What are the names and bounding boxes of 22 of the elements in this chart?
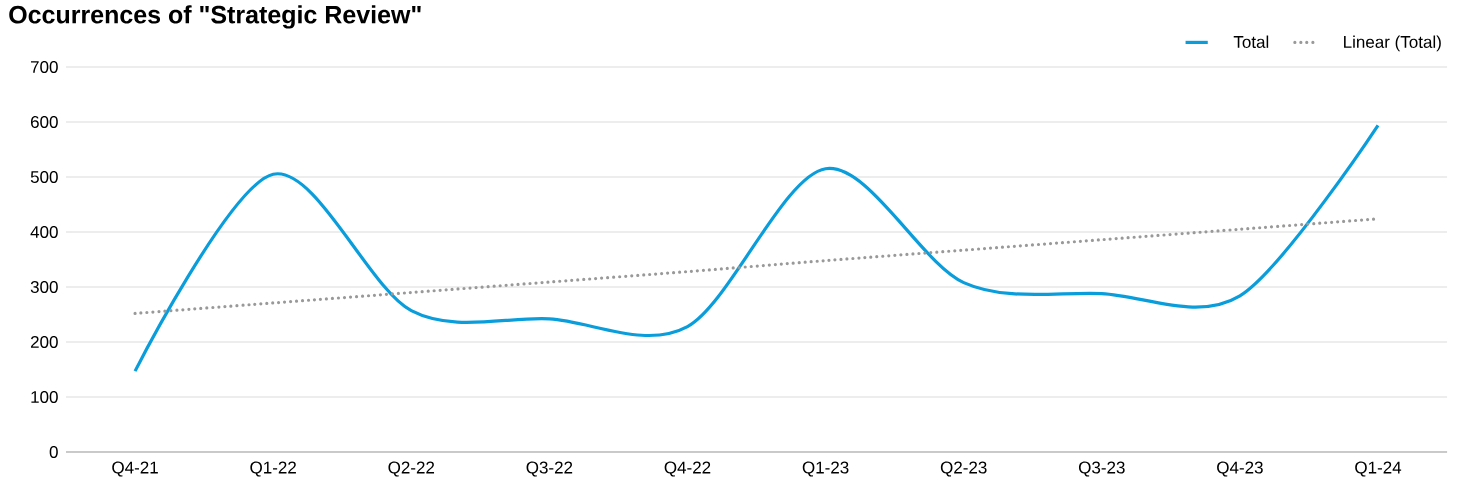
x-tick-label: Q1-23 — [802, 461, 849, 477]
x-tick-label: Q1-22 — [250, 461, 296, 477]
y-tick-label: 0 — [49, 445, 58, 459]
y-tick-label: 100 — [31, 390, 58, 404]
chart-title: Occurrences of "Strategic Review" — [9, 5, 421, 29]
y-tick-label: 700 — [31, 60, 58, 74]
line-series — [133, 123, 1380, 373]
legend-label: Total — [1233, 35, 1269, 48]
x-tick-label: Q3-23 — [1078, 461, 1125, 477]
x-tick-label: Q1-24 — [1355, 461, 1402, 477]
x-tick-label: Q3-22 — [526, 461, 573, 477]
y-tick-label: 600 — [30, 115, 58, 129]
x-tick-label: Q4-21 — [112, 461, 158, 477]
y-tick-label: 500 — [30, 170, 58, 184]
y-tick-label: 200 — [30, 335, 58, 349]
legend-label: Linear (Total) — [1344, 35, 1441, 52]
x-tick-label: Q2-23 — [940, 461, 987, 477]
x-tick-label: Q2-22 — [388, 461, 435, 477]
x-tick-label: Q4-23 — [1217, 461, 1263, 477]
x-tick-label: Q4-22 — [664, 461, 711, 477]
y-tick-label: 300 — [30, 280, 58, 294]
y-tick-label: 400 — [30, 225, 58, 239]
